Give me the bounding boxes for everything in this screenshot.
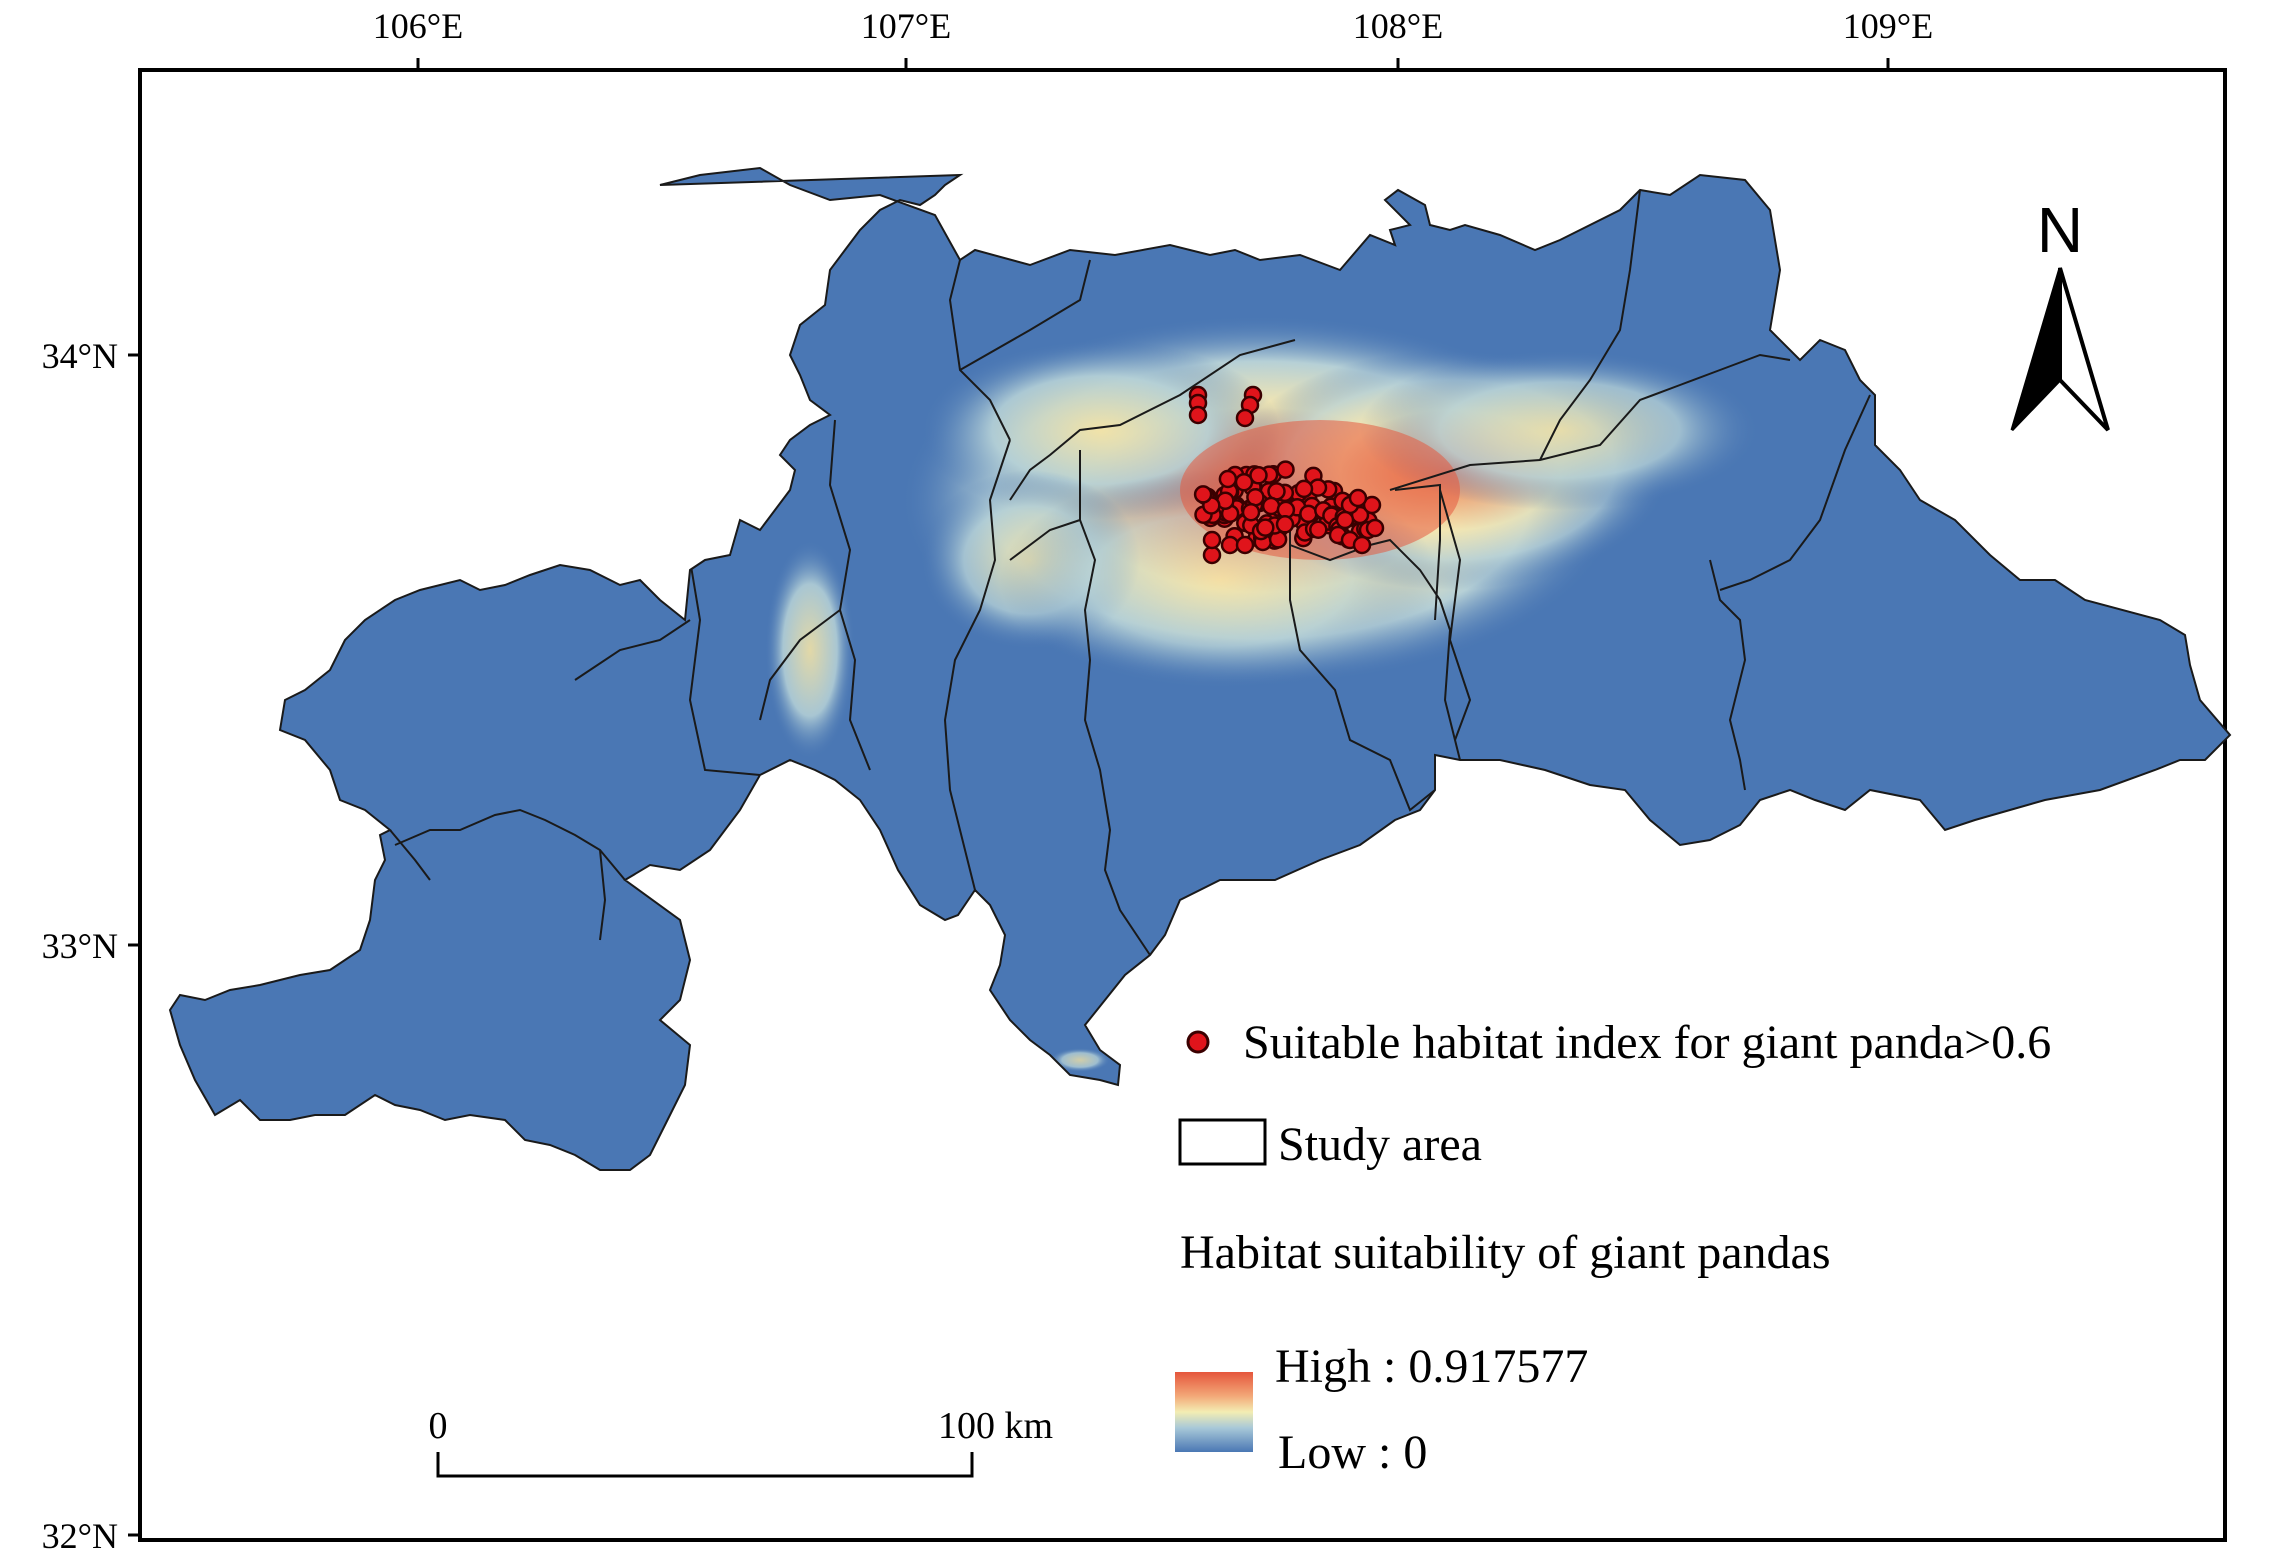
panda-point [1188,405,1208,425]
legend: Suitable habitat index for giant panda>0… [1175,1016,2051,1479]
legend-points-label: Suitable habitat index for giant panda>0… [1243,1016,2051,1069]
x-axis [416,58,1890,70]
panda-point [1235,535,1255,555]
legend-study-area-swatch [1178,1118,1267,1166]
y-tick-label: 33°N [42,926,118,966]
panda-point [1202,530,1222,550]
x-tick-label: 107°E [861,6,951,46]
legend-low-label: Low : 0 [1278,1426,1427,1479]
scale-bar: 0 100 km [429,1405,1053,1478]
panda-point [1256,518,1275,537]
north-arrow-icon: N [2010,194,2110,432]
scale-start-label: 0 [429,1405,448,1447]
panda-point [1348,488,1368,508]
legend-study-area-label: Study area [1278,1118,1482,1171]
panda-point [1246,487,1265,507]
panda-point [1275,515,1295,534]
panda-points-layer [1188,385,1385,565]
panda-point [1202,545,1222,565]
county-boundaries [389,189,1871,956]
panda-point [1352,535,1372,555]
panda-point [1335,510,1355,530]
panda-point [1235,408,1255,428]
y-axis [128,353,140,1537]
panda-point [1220,535,1240,555]
panda-point [1234,472,1254,492]
legend-point-icon [1186,1030,1210,1054]
legend-color-ramp [1175,1372,1253,1452]
panda-point [1299,504,1318,524]
panda-point [1365,518,1385,538]
legend-raster-title: Habitat suitability of giant pandas [1180,1226,1831,1279]
panda-point [1309,520,1328,539]
x-tick-label: 106°E [373,6,463,46]
north-label: N [2037,194,2083,266]
panda-point [1218,469,1238,489]
panda-point [1276,460,1295,479]
x-tick-label: 109°E [1843,6,1933,46]
panda-point [1249,466,1268,485]
scale-end-label: 100 km [938,1405,1053,1447]
panda-point [1193,485,1213,504]
y-tick-label: 34°N [42,336,118,376]
panda-point [1241,502,1261,522]
panda-point [1261,496,1281,516]
y-tick-label: 32°N [42,1516,118,1556]
legend-high-label: High : 0.917577 [1275,1340,1588,1393]
x-tick-label: 108°E [1353,6,1443,46]
panda-point [1294,479,1314,499]
